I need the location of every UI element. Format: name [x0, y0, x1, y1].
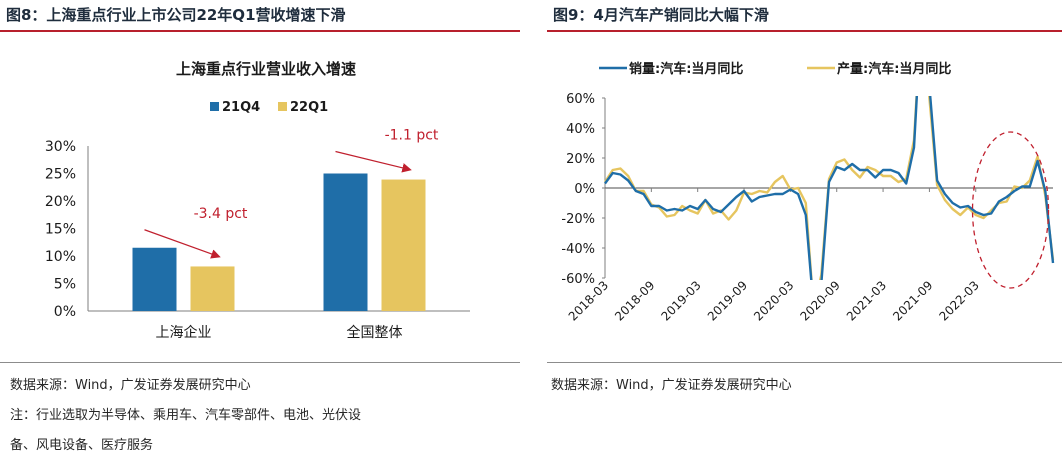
y-tick-label: 0%: [54, 304, 76, 320]
x-tick-label: 2020-09: [797, 278, 842, 323]
legend-label-sales: 销量:汽车:当月同比: [629, 61, 743, 77]
left-note-line-1: 注：行业选取为半导体、乘用车、汽车零部件、电池、光伏设: [10, 408, 362, 423]
annotation-label: -1.1 pct: [385, 128, 439, 144]
left-caption-rule: [0, 30, 520, 32]
x-tick-label: 2019-09: [705, 278, 750, 323]
y-tick-label: 20%: [566, 152, 595, 167]
y-tick-label: -40%: [561, 242, 595, 257]
x-category-label: 全国整体: [347, 324, 403, 341]
bar-chart-title: 上海重点行业营业收入增速: [176, 60, 356, 78]
y-tick-label: 60%: [566, 92, 595, 107]
y-tick-label: 25%: [45, 167, 76, 183]
line-chart: 销量:汽车:当月同比 产量:汽车:当月同比 -60% -40% -20% 0% 20% 40%…: [561, 61, 1055, 324]
y-tick-label: 15%: [45, 222, 76, 238]
y-tick-label: 10%: [45, 249, 76, 265]
legend-label-21Q4: 21Q4: [222, 100, 260, 115]
x-tick-label: 2019-03: [658, 278, 703, 323]
right-caption-rule: [547, 30, 1062, 32]
y-tick-label: 30%: [45, 139, 76, 155]
x-tick-label: 2022-03: [937, 278, 982, 323]
y-tick-label: -60%: [561, 272, 595, 287]
left-source-note: 数据来源：Wind，广发证券发展研究中心: [10, 378, 251, 393]
highlight-ellipse: [971, 131, 1050, 289]
y-tick-label: -20%: [561, 212, 595, 227]
bar-chart: 上海重点行业营业收入增速 21Q4 22Q1 0% 5% 10% 15% 20% 25% 30% 上…: [45, 60, 470, 341]
left-bottom-rule: [0, 362, 520, 363]
legend-label-production: 产量:汽车:当月同比: [837, 61, 951, 77]
left-figure-panel: 图8：上海重点行业上市公司22年Q1营收增速下滑 上海重点行业营业收入增速 21Q…: [0, 0, 520, 461]
bar-21Q4-全国整体: [323, 173, 368, 311]
annotation-arrow: [335, 150, 412, 173]
annotation-arrow: [144, 229, 221, 259]
y-tick-label: 20%: [45, 194, 76, 210]
y-tick-label: 0%: [574, 182, 595, 197]
x-tick-label: 2020-03: [751, 278, 796, 323]
y-tick-label: 40%: [566, 122, 595, 137]
x-tick-label: 2018-09: [612, 278, 657, 323]
x-category-label: 上海企业: [156, 324, 212, 341]
right-bottom-rule: [547, 362, 1062, 363]
left-figure-caption: 图8：上海重点行业上市公司22年Q1营收增速下滑: [6, 6, 346, 24]
annotation-label: -3.4 pct: [194, 206, 248, 222]
x-tick-label: 2021-09: [890, 278, 935, 323]
y-tick-label: 5%: [54, 277, 76, 293]
legend-swatch-22Q1: [278, 102, 287, 111]
right-figure-caption: 图9：4月汽车产销同比大幅下滑: [553, 6, 769, 24]
bar-21Q4-上海企业: [132, 247, 177, 311]
right-figure-panel: 图9：4月汽车产销同比大幅下滑 销量:汽车:当月同比 产量:汽车:当月同比 -60%…: [547, 0, 1062, 461]
right-source-note: 数据来源：Wind，广发证券发展研究中心: [551, 378, 792, 393]
bar-22Q1-全国整体: [381, 179, 426, 311]
x-tick-label: 2021-03: [844, 278, 889, 323]
legend-swatch-21Q4: [210, 102, 219, 111]
bar-22Q1-上海企业: [190, 266, 235, 311]
left-note-line-2: 备、风电设备、医疗服务: [10, 438, 154, 453]
series-line-sales: [604, 96, 1055, 280]
legend-label-22Q1: 22Q1: [290, 100, 328, 115]
